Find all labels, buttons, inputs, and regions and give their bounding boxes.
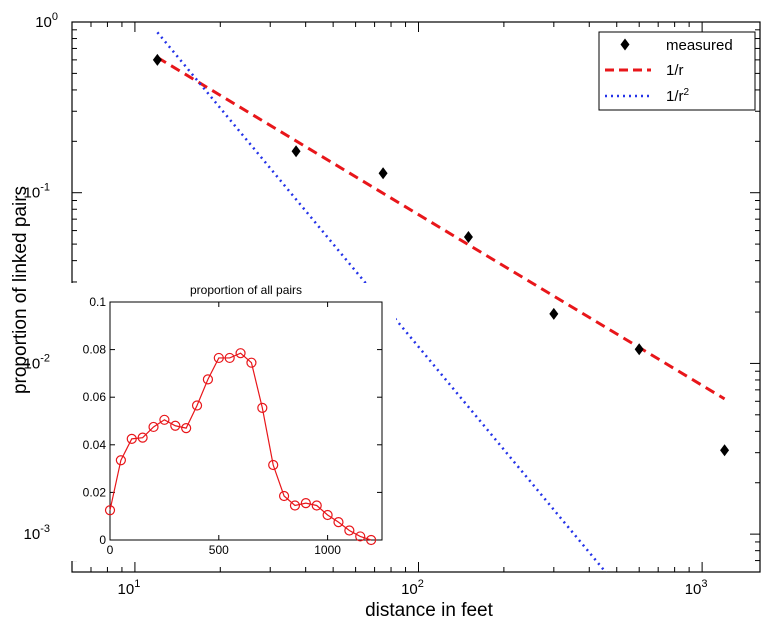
y-tick-label-base: 10: [24, 526, 41, 543]
x-tick-label-base: 10: [118, 581, 135, 598]
y-tick-label: 10-3: [24, 523, 50, 543]
y-tick-label-exp: -3: [40, 523, 50, 535]
y-tick-label-base: 10: [35, 14, 52, 31]
inset-y-tick-label: 0.06: [83, 390, 107, 404]
inset-data-point: [159, 414, 170, 425]
data-point-measured: [720, 444, 730, 457]
inset-data-point: [213, 352, 224, 364]
y-tick-label-exp: 0: [52, 11, 58, 23]
x-tick-label-exp: 2: [418, 578, 424, 590]
inset-data-point: [181, 423, 192, 434]
inset-title: proportion of all pairs: [190, 283, 302, 297]
inset-data-point: [268, 459, 279, 471]
inset-data-point: [344, 525, 355, 536]
y-tick-label: 10-1: [24, 182, 50, 202]
series-line-1r: [156, 56, 726, 401]
data-point-measured: [378, 167, 388, 180]
inset-data-point: [257, 402, 268, 414]
inset-data-point: [333, 517, 344, 528]
inset-data-point: [322, 509, 333, 521]
inset-y-tick-label: 0.08: [83, 343, 107, 357]
inset-data-point: [137, 432, 148, 443]
inset-data-point: [170, 420, 181, 431]
inset-data-point: [289, 500, 301, 511]
x-tick-label-base: 10: [401, 581, 418, 598]
inset-y-tick-label: 0.02: [83, 485, 107, 499]
legend-label-1r: 1/r: [666, 62, 684, 79]
x-tick-label-exp: 1: [134, 578, 140, 590]
y-tick-label-base: 10: [24, 185, 41, 202]
inset-series-line: [109, 352, 372, 541]
legend-marker-measured: [620, 38, 630, 51]
x-axis-title: distance in feet: [365, 600, 494, 621]
inset-data-point: [104, 505, 116, 516]
inset-y-tick-label: 0.04: [83, 438, 107, 452]
y-tick-label-exp: -1: [40, 182, 50, 194]
inset-data-point: [366, 534, 377, 546]
y-tick-label: 100: [35, 11, 58, 31]
inset-x-tick-label: 1000: [314, 543, 341, 557]
inset-background: [56, 283, 396, 561]
inset-data-point: [224, 352, 235, 364]
inset-series: [104, 348, 377, 546]
y-tick-label-base: 10: [24, 355, 41, 372]
inset-data-point: [246, 357, 257, 368]
legend-label-measured: measured: [666, 37, 733, 54]
inset-y-tick-label: 0: [99, 533, 106, 547]
data-point-measured: [152, 53, 162, 66]
x-tick-label: 103: [685, 578, 708, 598]
x-tick-label-base: 10: [685, 581, 702, 598]
inset-data-point: [202, 374, 214, 385]
inset-data-point: [235, 348, 246, 359]
inset-ticks: 0 500 1000 0 0.02 0.04 0.06 0.08 0.1: [83, 295, 382, 557]
data-point-measured: [634, 343, 644, 356]
y-axis-title: proportion of linked pairs: [10, 186, 31, 394]
x-tick-label: 102: [401, 578, 424, 598]
y-tick-label: 10-2: [24, 352, 50, 372]
data-point-measured: [291, 145, 301, 158]
data-point-measured: [549, 307, 559, 320]
inset-x-tick-label: 500: [209, 543, 229, 557]
inset-axes: [109, 301, 383, 541]
inset-data-point: [115, 455, 126, 466]
inset-data-point: [191, 400, 203, 411]
inset-y-tick-label: 0.1: [89, 295, 106, 309]
inset-data-point: [278, 490, 290, 502]
inset-data-point: [311, 500, 322, 511]
x-tick-label-exp: 3: [701, 578, 707, 590]
inset-data-point: [126, 433, 137, 444]
y-tick-label-exp: -2: [40, 352, 50, 364]
inset-x-tick-label: 0: [107, 543, 114, 557]
inset-data-point: [355, 531, 366, 542]
main-series: [152, 31, 730, 572]
inset-plot-frame: [109, 301, 383, 541]
inset-data-point: [148, 421, 159, 433]
legend: measured 1/r 1/r2: [598, 31, 756, 111]
inset-chart: proportion of all pairs 0 500 1000 0 0.02 0.0…: [56, 283, 396, 561]
x-tick-label: 101: [118, 578, 141, 598]
legend-label-1r2: 1/r2: [666, 87, 690, 105]
inset-data-point: [300, 498, 311, 509]
data-point-measured: [463, 231, 473, 244]
